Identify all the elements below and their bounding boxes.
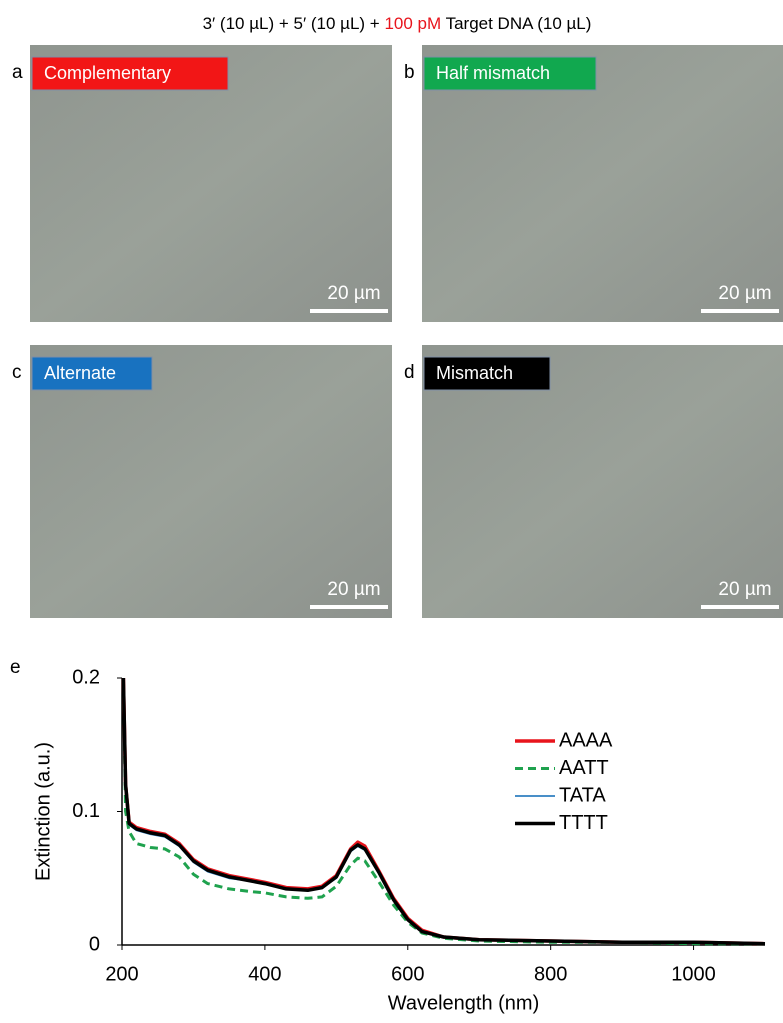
figure-title: 3′ (10 µL) + 5′ (10 µL) + 100 pM Target … xyxy=(203,14,592,33)
y-tick-label: 0.2 xyxy=(72,666,100,688)
x-tick-label: 400 xyxy=(248,963,281,985)
panel-label: Complementary xyxy=(44,63,171,83)
label-box xyxy=(31,356,153,391)
panel-letter: b xyxy=(404,62,415,83)
panel-letter: c xyxy=(12,362,22,383)
data-line xyxy=(121,677,765,946)
legend-label: TTTT xyxy=(559,812,608,834)
scale-bar xyxy=(701,605,779,609)
panel-letter: d xyxy=(404,362,415,383)
x-tick-label: 200 xyxy=(105,963,138,985)
scale-bar xyxy=(310,309,388,313)
scale-bar-label: 20 µm xyxy=(327,579,380,600)
label-box xyxy=(31,56,229,91)
data-line xyxy=(121,677,766,946)
legend-label: AATT xyxy=(559,757,609,779)
x-tick-label: 600 xyxy=(391,963,424,985)
panel-label: Half mismatch xyxy=(436,63,550,83)
x-tick-label: 800 xyxy=(534,963,567,985)
micrograph xyxy=(30,45,392,322)
panel-label: Alternate xyxy=(44,363,116,383)
panel-letter: a xyxy=(12,62,23,83)
scale-bar-label: 20 µm xyxy=(327,283,380,304)
label-box xyxy=(423,356,551,391)
scale-bar xyxy=(701,309,779,313)
x-tick-label: 1000 xyxy=(671,963,716,985)
x-axis-label: Wavelength (nm) xyxy=(388,992,540,1014)
legend-label: TATA xyxy=(559,784,606,806)
scale-bar-label: 20 µm xyxy=(718,283,771,304)
legend-label: AAAA xyxy=(559,729,613,751)
micrograph xyxy=(422,45,783,322)
title-part: 3′ (10 µL) + 5′ (10 µL) + xyxy=(203,14,385,33)
panel-label: Mismatch xyxy=(436,363,513,383)
data-line xyxy=(122,677,766,945)
y-axis-label: Extinction (a.u.) xyxy=(32,742,54,881)
y-tick-label: 0 xyxy=(89,933,100,955)
title-part: 100 pM xyxy=(384,14,441,33)
y-tick-label: 0.1 xyxy=(72,800,100,822)
scale-bar xyxy=(310,605,388,609)
data-line xyxy=(121,677,766,946)
scale-bar-label: 20 µm xyxy=(718,579,771,600)
label-box xyxy=(423,56,597,91)
title-part: Target DNA (10 µL) xyxy=(441,14,591,33)
panel-letter: e xyxy=(10,657,21,678)
